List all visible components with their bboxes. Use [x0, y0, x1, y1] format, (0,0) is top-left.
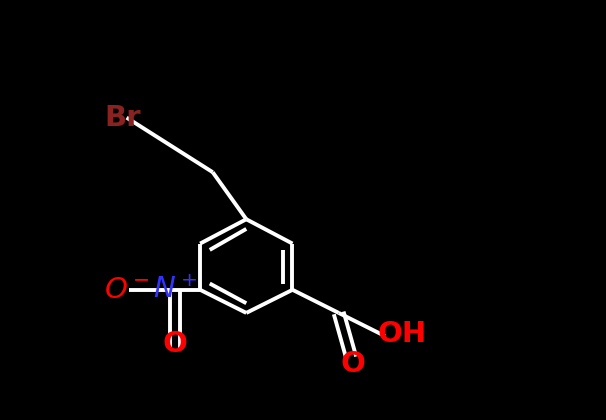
Text: O: O [341, 350, 366, 378]
Text: Br: Br [104, 104, 141, 131]
Text: OH: OH [377, 320, 426, 348]
Text: O: O [162, 331, 187, 358]
Text: $O^-$: $O^-$ [104, 276, 150, 304]
Text: $N^+$: $N^+$ [153, 276, 197, 304]
